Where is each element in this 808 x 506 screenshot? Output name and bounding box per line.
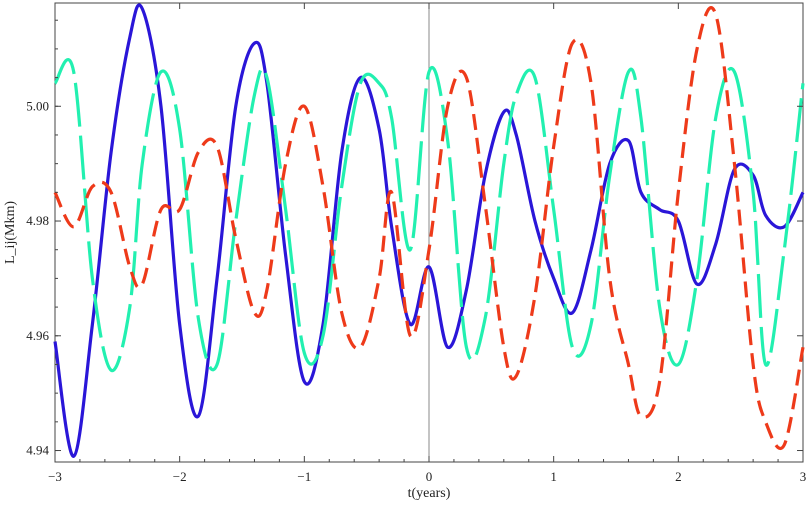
x-axis-label: t(years) [408,486,451,501]
x-tick-label: −2 [173,469,187,484]
x-tick-label: 2 [675,469,682,484]
series-layer [53,3,805,458]
series-line-3 [53,6,805,450]
series-line-2 [53,58,805,373]
y-tick-label: 5.00 [26,98,49,113]
y-tick-label: 4.96 [26,328,49,343]
x-tick-label: 3 [800,469,807,484]
series-line-1 [53,3,805,458]
y-tick-label: 4.94 [26,443,49,458]
x-tick-label: −1 [297,469,311,484]
y-tick-label: 4.98 [26,213,49,228]
x-tick-label: 1 [550,469,557,484]
y-ticks: 4.94 4.96 4.98 5.00 [26,19,803,458]
y-axis-label: L_ij(Mkm) [3,201,18,264]
x-tick-label: 0 [426,469,433,484]
x-ticks: −3 −2 −1 0 1 2 3 [48,3,806,484]
x-tick-label: −3 [48,469,62,484]
